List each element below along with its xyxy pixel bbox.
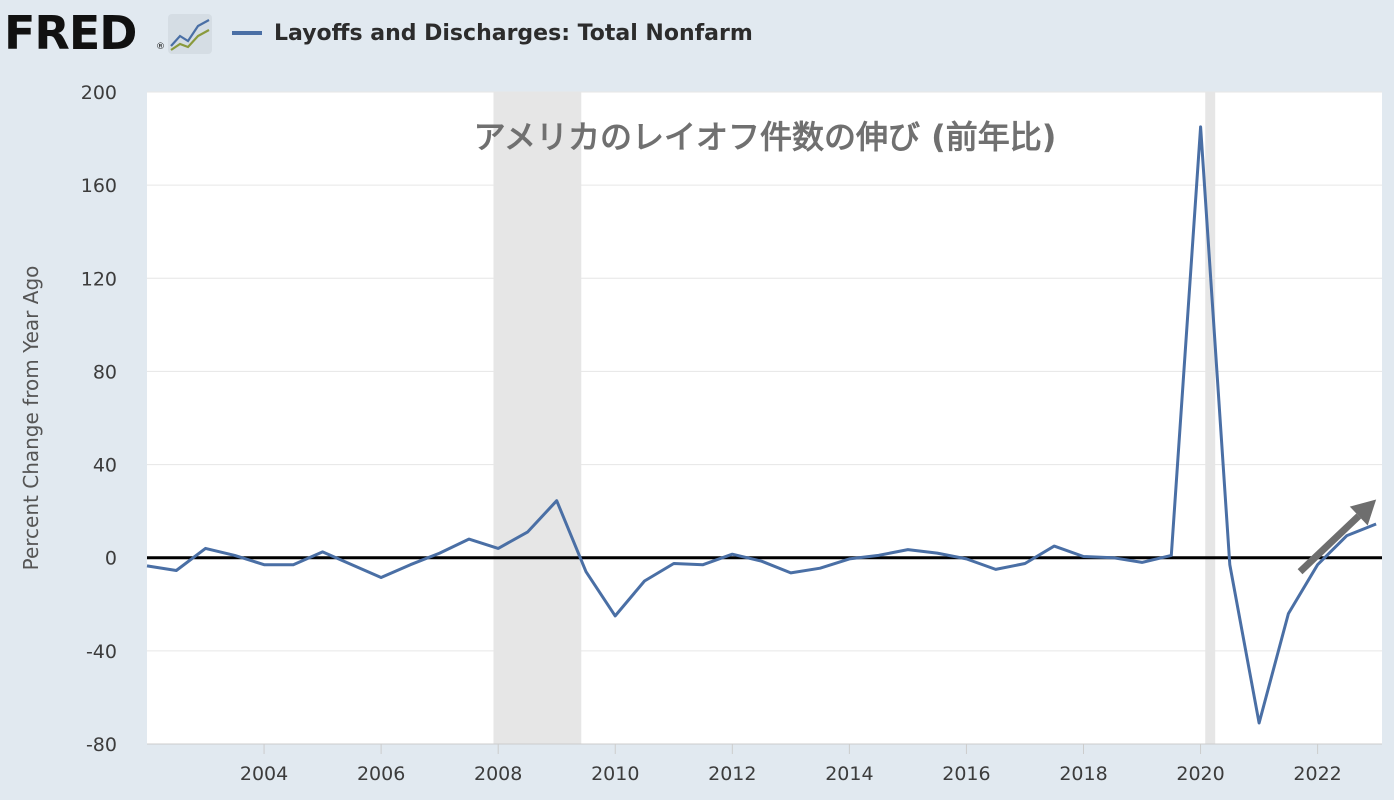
x-tick-label: 2008 <box>474 763 522 785</box>
series-line <box>146 125 1377 725</box>
recession-band-1 <box>1205 92 1216 744</box>
x-axis-ticks: 2004 2006 2008 2010 2012 2014 2016 2018 2020 2022 <box>147 743 1382 785</box>
fred-logo[interactable]: FRED <box>4 6 137 60</box>
y-axis-label: Percent Change from Year Ago <box>19 266 43 571</box>
x-tick-label: 2010 <box>591 763 639 785</box>
x-tick-label: 2020 <box>1176 763 1224 785</box>
legend-swatch <box>232 31 262 35</box>
trend-arrow <box>1297 499 1377 575</box>
x-tick-label: 2022 <box>1293 763 1341 785</box>
chart-annotation: アメリカのレイオフ件数の伸び (前年比) <box>474 118 1057 156</box>
y-tick-label: 200 <box>81 82 117 104</box>
y-axis-ticks: -80 -40 0 40 80 120 160 200 <box>81 82 117 756</box>
y-tick-label: -40 <box>86 641 117 663</box>
registered-mark: ® <box>156 42 165 52</box>
x-tick-label: 2006 <box>357 763 405 785</box>
x-tick-label: 2014 <box>825 763 873 785</box>
y-tick-label: 160 <box>81 175 117 197</box>
x-tick-label: 2016 <box>942 763 990 785</box>
y-tick-label: 40 <box>93 455 117 477</box>
y-tick-label: -80 <box>86 734 117 756</box>
y-tick-label: 120 <box>81 268 117 290</box>
header: FRED ® Layoffs and Discharges: Total Non… <box>0 0 1394 70</box>
y-tick-label: 80 <box>93 361 117 383</box>
trend-arrow-shaft <box>1297 513 1362 575</box>
recession-band-0 <box>493 92 582 744</box>
x-tick-label: 2004 <box>240 763 288 785</box>
recession-bands <box>493 92 1216 744</box>
legend: Layoffs and Discharges: Total Nonfarm <box>232 18 753 48</box>
y-tick-label: 0 <box>105 548 117 570</box>
line-chart-icon <box>168 14 212 54</box>
x-tick-label: 2018 <box>1059 763 1107 785</box>
legend-label: Layoffs and Discharges: Total Nonfarm <box>274 20 753 46</box>
plot-area <box>147 92 1382 744</box>
trend-arrow-head <box>1349 499 1377 526</box>
x-tick-label: 2012 <box>708 763 756 785</box>
